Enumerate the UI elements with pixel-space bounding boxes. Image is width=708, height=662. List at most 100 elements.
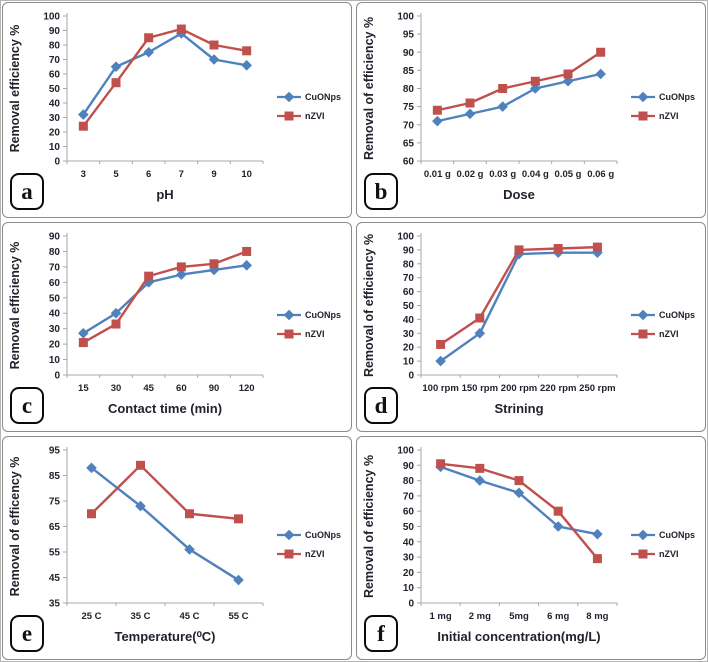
data-point-cuonps <box>143 46 154 58</box>
data-point-nzvi <box>78 121 88 131</box>
y-tick-label: 70 <box>403 120 415 131</box>
data-point-cuonps <box>184 544 195 555</box>
data-point-nzvi <box>234 514 243 524</box>
y-tick-label: 85 <box>403 66 415 77</box>
data-point-nzvi <box>242 46 252 56</box>
data-point-nzvi <box>436 339 446 349</box>
chart-svg-f: 0 10 20 30 40 50 60 70 80 90 100 1 mg 2 mg 5mg 6 mg 8 m… <box>362 446 695 645</box>
data-point-nzvi <box>111 78 121 88</box>
y-tick-label: 65 <box>49 522 61 533</box>
y-tick-label: 80 <box>49 247 61 258</box>
legend-marker <box>284 111 294 121</box>
data-point-nzvi <box>475 463 485 473</box>
x-tick-label: 0.02 g <box>457 169 484 180</box>
x-axis-title: Contact time (min) <box>108 401 222 416</box>
chart-panel-d: 0 10 20 30 40 50 60 70 80 90 100 100 rpm 150 rpm 200 … <box>356 222 706 432</box>
x-tick-label: 45 <box>143 383 154 394</box>
legend-marker <box>638 329 648 339</box>
legend-label: CuONps <box>305 310 341 320</box>
data-point-cuonps <box>595 68 606 80</box>
data-point-nzvi <box>436 459 446 469</box>
series-line-nzvi <box>82 27 247 127</box>
y-tick-label: 85 <box>49 471 61 482</box>
x-axis-title: Strining <box>494 401 543 416</box>
y-tick-label: 60 <box>49 278 61 289</box>
y-tick-label: 95 <box>403 30 415 41</box>
legend-label: CuONps <box>305 92 341 102</box>
y-tick-label: 60 <box>403 507 415 518</box>
y-tick-label: 90 <box>403 461 415 472</box>
y-tick-label: 45 <box>49 573 61 584</box>
y-tick-label: 0 <box>408 371 414 382</box>
y-axis-title: Removal efficiency % <box>8 242 22 370</box>
data-point-cuonps <box>135 500 146 512</box>
data-point-cuonps <box>432 115 443 127</box>
data-point-cuonps <box>241 59 252 71</box>
legend-label: nZVI <box>305 329 325 339</box>
chart-svg-b: 60 65 70 75 80 85 90 95 100 0.01 g 0.02 g 0.03 g 0.0… <box>362 12 695 203</box>
y-tick-label: 70 <box>49 262 61 273</box>
data-point-cuonps <box>86 462 97 474</box>
y-tick-label: 90 <box>49 232 61 243</box>
data-point-cuonps <box>241 260 252 271</box>
y-tick-label: 80 <box>403 259 415 270</box>
series-line-nzvi <box>439 245 598 346</box>
series-line-cuonps <box>82 32 247 116</box>
series-line-nzvi <box>437 51 602 112</box>
legend-marker <box>638 549 648 559</box>
panel-label-b: b <box>364 173 398 210</box>
legend-marker <box>637 91 649 103</box>
data-point-nzvi <box>144 33 154 43</box>
data-point-cuonps <box>562 75 574 87</box>
panel-label-e: e <box>10 615 44 652</box>
chart-svg-d: 0 10 20 30 40 50 60 70 80 90 100 100 rpm 150 rpm 200 … <box>362 232 695 417</box>
legend-label: nZVI <box>659 111 679 121</box>
data-point-nzvi <box>592 242 602 252</box>
legend-label: nZVI <box>659 329 679 339</box>
x-axis-title: Initial concentration(mg/L) <box>437 629 600 644</box>
data-point-cuonps <box>78 327 89 339</box>
y-tick-label: 70 <box>403 491 415 502</box>
x-tick-label: 0.03 g <box>489 169 516 180</box>
y-tick-label: 35 <box>49 599 61 610</box>
x-tick-label: 35 C <box>130 611 150 622</box>
x-tick-label: 0.01 g <box>424 169 451 180</box>
data-point-cuonps <box>233 574 244 586</box>
y-tick-label: 20 <box>403 568 415 579</box>
y-tick-label: 50 <box>49 84 61 95</box>
y-axis-title: Removal of efficiency % <box>362 234 376 377</box>
x-tick-label: 150 rpm <box>462 383 498 394</box>
y-tick-label: 10 <box>403 357 415 368</box>
legend-marker <box>284 329 294 339</box>
data-point-cuonps <box>176 269 187 280</box>
y-tick-label: 80 <box>49 41 61 52</box>
data-point-nzvi <box>176 262 186 272</box>
series-line-cuonps <box>439 251 598 363</box>
data-point-cuonps <box>474 475 486 486</box>
legend-label: nZVI <box>305 549 325 559</box>
y-tick-label: 20 <box>49 128 61 139</box>
y-tick-label: 100 <box>397 232 414 243</box>
y-axis-title: Removal of efficiency % <box>362 17 376 160</box>
data-point-nzvi <box>209 259 219 269</box>
x-tick-label: 15 <box>78 383 89 394</box>
data-point-nzvi <box>498 84 508 93</box>
y-tick-label: 0 <box>54 371 60 382</box>
data-point-nzvi <box>475 313 485 323</box>
x-tick-label: 6 mg <box>547 611 569 622</box>
data-point-nzvi <box>432 105 442 115</box>
y-tick-label: 30 <box>49 324 61 335</box>
y-tick-label: 10 <box>403 583 415 594</box>
x-tick-label: 200 rpm <box>501 383 537 394</box>
x-tick-label: 25 C <box>81 611 101 622</box>
legend-label: nZVI <box>659 549 679 559</box>
data-point-cuonps <box>592 528 603 540</box>
x-tick-label: 220 rpm <box>540 383 576 394</box>
x-tick-label: 90 <box>209 383 220 394</box>
x-tick-label: 250 rpm <box>579 383 615 394</box>
series-line-cuonps <box>90 466 240 582</box>
x-tick-label: 5 <box>113 169 119 180</box>
chart-panel-b: 60 65 70 75 80 85 90 95 100 0.01 g 0.02 g 0.03 g 0.0… <box>356 2 706 218</box>
y-axis-title: Removal of efficency % <box>8 457 22 597</box>
